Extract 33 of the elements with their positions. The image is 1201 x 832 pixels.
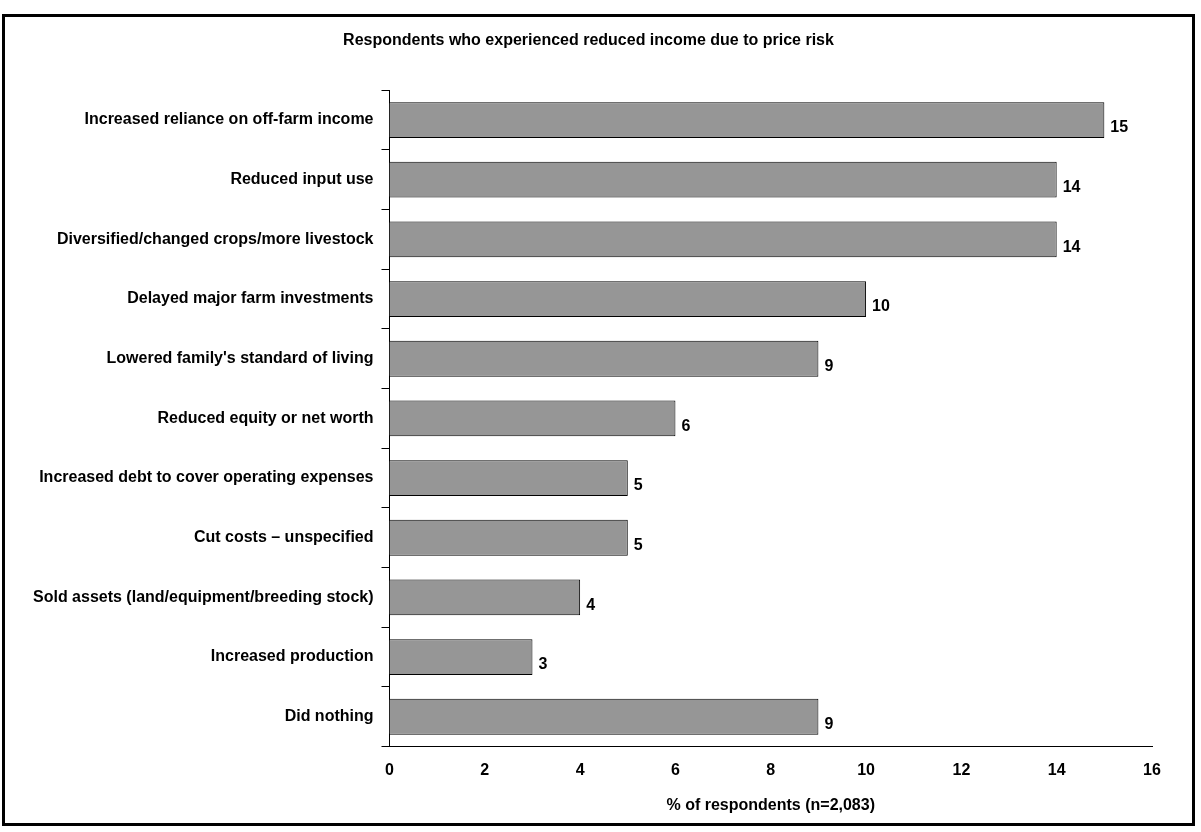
y-tick-label: Diversified/changed crops/more livestock: [56, 229, 374, 247]
x-tick-label: 10: [857, 760, 876, 778]
x-tick-label: 4: [575, 760, 585, 778]
y-tick-label: Cut costs – unspecified: [193, 528, 374, 546]
data-label: 9: [824, 357, 834, 375]
data-label: 5: [633, 476, 643, 494]
y-tick-label: Reduced equity or net worth: [157, 408, 374, 426]
x-axis-title: % of respondents (n=2,083): [666, 795, 875, 813]
y-tick-label: Reduced input use: [230, 170, 374, 188]
x-tick-label: 6: [670, 760, 680, 778]
y-tick-label: Did nothing: [284, 707, 374, 725]
x-tick-label: 0: [385, 760, 395, 778]
data-label: 15: [1110, 118, 1129, 136]
y-tick-label: Increased reliance on off-farm income: [84, 110, 374, 128]
x-tick-label: 14: [1047, 760, 1066, 778]
x-tick-label: 2: [480, 760, 490, 778]
y-tick-label: Increased debt to cover operating expenses: [39, 468, 374, 486]
chart-title: Respondents who experienced reduced income due to price risk: [343, 31, 834, 49]
data-label: 3: [538, 655, 548, 673]
data-label: 14: [1062, 237, 1081, 255]
data-label: 6: [681, 416, 691, 434]
x-tick-label: 8: [766, 760, 776, 778]
x-tick-label: 12: [952, 760, 971, 778]
data-label: 9: [824, 715, 834, 733]
y-tick-label: Increased production: [210, 647, 374, 665]
y-tick-label: Sold assets (land/equipment/breeding stock): [32, 587, 374, 605]
data-label: 14: [1062, 178, 1081, 196]
data-label: 4: [586, 595, 596, 613]
data-label: 5: [633, 536, 643, 554]
data-label: 10: [872, 297, 890, 315]
x-tick-label: 16: [1143, 760, 1161, 778]
y-tick-label: Lowered family's standard of living: [106, 349, 374, 367]
y-tick-label: Delayed major farm investments: [127, 289, 374, 307]
